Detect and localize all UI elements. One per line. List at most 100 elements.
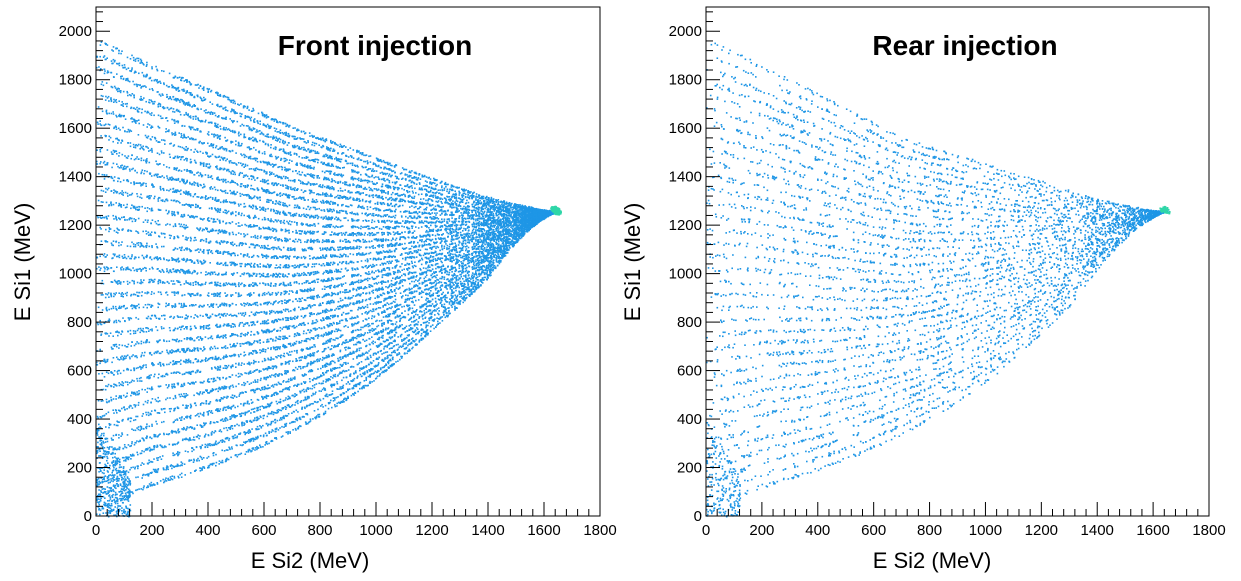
event-point bbox=[375, 353, 377, 355]
event-point bbox=[220, 397, 223, 399]
event-point bbox=[299, 417, 301, 420]
event-point bbox=[299, 401, 302, 403]
event-point bbox=[161, 350, 164, 353]
event-point bbox=[118, 448, 121, 451]
event-point bbox=[248, 439, 250, 441]
event-point bbox=[387, 367, 390, 369]
event-point bbox=[412, 296, 415, 298]
event-point bbox=[273, 365, 275, 368]
event-point bbox=[351, 331, 353, 334]
event-point bbox=[265, 405, 267, 408]
event-point bbox=[345, 391, 348, 393]
event-point bbox=[475, 280, 477, 283]
event-point bbox=[294, 393, 296, 395]
event-point bbox=[250, 382, 253, 384]
event-point bbox=[264, 432, 267, 435]
event-point bbox=[381, 322, 384, 325]
event-point bbox=[305, 340, 308, 343]
event-point bbox=[451, 281, 453, 284]
event-point bbox=[239, 453, 241, 456]
event-point bbox=[229, 428, 231, 430]
event-point bbox=[437, 320, 439, 323]
event-point bbox=[331, 324, 333, 327]
event-point bbox=[347, 397, 349, 399]
event-point bbox=[139, 429, 141, 432]
event-point bbox=[399, 335, 402, 338]
event-point bbox=[303, 374, 306, 377]
event-point bbox=[371, 381, 373, 383]
event-point bbox=[464, 286, 467, 288]
event-point bbox=[279, 398, 282, 401]
event-point bbox=[504, 255, 507, 257]
event-point bbox=[165, 468, 167, 471]
event-point bbox=[347, 347, 349, 350]
event-point bbox=[360, 335, 362, 337]
event-point bbox=[422, 338, 425, 340]
event-point bbox=[416, 327, 418, 329]
event-point bbox=[186, 427, 188, 430]
event-point bbox=[342, 376, 345, 379]
event-point bbox=[438, 318, 441, 320]
event-point bbox=[249, 420, 251, 423]
event-point bbox=[468, 286, 470, 288]
event-point bbox=[408, 348, 411, 351]
event-point bbox=[454, 305, 456, 308]
event-point bbox=[187, 371, 189, 374]
event-point bbox=[439, 322, 441, 324]
event-point bbox=[98, 373, 100, 375]
event-point bbox=[436, 308, 438, 310]
event-point bbox=[312, 354, 315, 356]
event-point bbox=[288, 363, 290, 365]
event-point bbox=[316, 328, 318, 330]
event-point bbox=[396, 354, 398, 357]
event-point bbox=[434, 284, 437, 287]
event-point bbox=[364, 340, 366, 342]
event-point bbox=[458, 291, 461, 294]
event-point bbox=[230, 456, 232, 459]
event-point bbox=[313, 377, 315, 380]
event-point bbox=[241, 342, 243, 345]
event-point bbox=[343, 398, 345, 401]
event-point bbox=[301, 407, 303, 410]
event-point bbox=[305, 390, 308, 393]
event-point bbox=[464, 283, 466, 286]
event-point bbox=[298, 340, 300, 343]
event-point bbox=[349, 373, 352, 375]
event-point bbox=[345, 399, 348, 401]
event-point bbox=[285, 415, 287, 417]
event-point bbox=[392, 356, 394, 359]
event-point bbox=[323, 357, 325, 360]
event-point bbox=[389, 354, 392, 357]
event-point bbox=[368, 329, 371, 332]
event-point bbox=[278, 373, 281, 375]
event-point bbox=[275, 400, 278, 403]
event-point bbox=[362, 338, 364, 341]
event-point bbox=[178, 361, 181, 363]
event-point bbox=[369, 354, 372, 357]
event-point bbox=[253, 411, 256, 413]
event-point bbox=[220, 419, 223, 421]
event-point bbox=[483, 256, 485, 258]
event-point bbox=[271, 394, 273, 397]
event-point bbox=[365, 339, 368, 342]
event-point bbox=[324, 387, 326, 390]
event-point bbox=[463, 295, 465, 298]
event-point bbox=[456, 302, 458, 304]
event-point bbox=[305, 423, 307, 425]
event-point bbox=[339, 350, 342, 353]
event-point bbox=[247, 410, 249, 413]
event-point bbox=[275, 437, 277, 439]
event-point bbox=[295, 340, 298, 343]
event-point bbox=[380, 336, 383, 339]
event-point bbox=[151, 398, 154, 400]
event-point bbox=[376, 357, 378, 360]
event-point bbox=[161, 375, 164, 378]
event-point bbox=[381, 335, 384, 337]
event-point bbox=[225, 459, 227, 461]
event-point bbox=[383, 346, 386, 348]
event-point bbox=[421, 315, 424, 318]
event-point bbox=[477, 284, 479, 286]
event-point bbox=[116, 499, 119, 502]
event-point bbox=[462, 278, 464, 280]
event-point bbox=[188, 415, 190, 418]
